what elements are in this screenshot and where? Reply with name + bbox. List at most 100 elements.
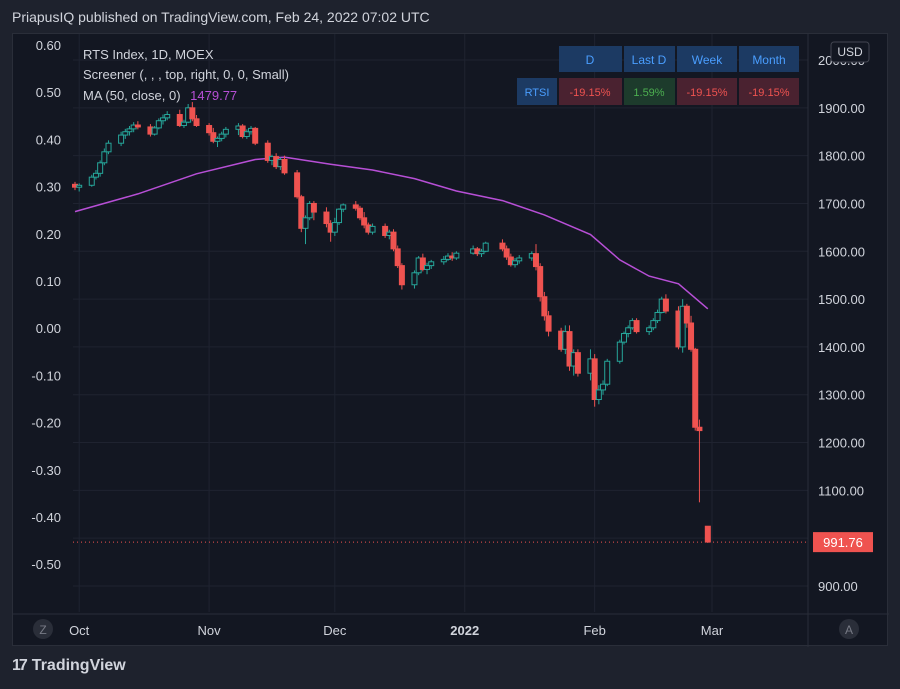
candle-body	[176, 114, 183, 127]
legend-ma: MA (50, close, 0) 1479.77	[83, 88, 237, 103]
candle-body	[193, 118, 200, 127]
tradingview-logo[interactable]: 17 TradingView	[12, 657, 126, 675]
candle-body	[323, 211, 330, 225]
y-left-tick-label: 0.50	[36, 85, 61, 100]
candle-body	[499, 242, 506, 250]
candle-body	[151, 127, 158, 135]
currency-button[interactable]	[830, 41, 870, 63]
legend-ma-label: MA (50, close, 0)	[83, 88, 181, 103]
candle-body	[616, 341, 623, 362]
candle-body	[160, 117, 167, 122]
last-price-label: 991.76	[823, 535, 863, 550]
candle-body	[134, 124, 141, 128]
y-right-tick-label: 1700.00	[818, 196, 865, 211]
screener-row-label-cell	[517, 78, 557, 105]
y-left-tick-label: -0.20	[31, 416, 61, 431]
publish-header: PriapusIQ published on TradingView.com, …	[12, 9, 430, 25]
chart-frame[interactable]: 900.001000.001100.001200.001300.001400.0…	[12, 33, 889, 647]
candle-body	[679, 305, 686, 348]
candle-body	[516, 257, 523, 262]
candle-body	[302, 217, 309, 229]
candle-body	[574, 352, 581, 374]
candle-body	[298, 196, 305, 229]
candle-body	[180, 121, 187, 127]
candle-body	[704, 525, 711, 543]
candle-body	[600, 383, 607, 391]
y-left-tick-label: -0.50	[31, 557, 61, 572]
screener-header-cell	[739, 46, 799, 72]
candle-body	[92, 172, 99, 178]
candle-body	[482, 242, 489, 252]
candle-body	[512, 260, 519, 266]
y-left-tick-label: 0.40	[36, 132, 61, 147]
candle-body	[424, 265, 431, 270]
screener-value-d: -19.15%	[570, 87, 611, 99]
y-left-tick-label: -0.10	[31, 368, 61, 383]
candle-body	[692, 348, 699, 428]
legend-ma-value: 1479.77	[190, 88, 237, 103]
candle-body	[633, 320, 640, 333]
candle-body	[696, 426, 703, 432]
axes: 900.001000.001100.001200.001300.001400.0…	[13, 34, 889, 647]
y-right-tick-label: 1100.00	[818, 483, 864, 498]
screener-value-cell	[559, 78, 622, 105]
y-right-tick-label: 1200.00	[818, 436, 865, 451]
zoom-button[interactable]	[33, 619, 53, 639]
candle-body	[336, 208, 343, 224]
candle-body	[478, 250, 485, 255]
screener-value-week: -19.15%	[687, 87, 728, 99]
x-tick-label: 2022	[450, 623, 479, 638]
candle-body	[361, 217, 368, 226]
tradingview-brand: TradingView	[31, 657, 126, 674]
candle-body	[453, 252, 460, 259]
price-chart[interactable]: 900.001000.001100.001200.001300.001400.0…	[13, 34, 889, 647]
candle-body	[604, 360, 611, 385]
legend-symbol: RTS Index, 1D, MOEX	[83, 47, 214, 62]
last-price-tag	[813, 532, 873, 553]
zoom-button-label: Z	[39, 623, 46, 637]
candle-body	[688, 322, 695, 350]
x-tick-label: Mar	[701, 623, 724, 638]
currency-label: USD	[837, 45, 863, 59]
candle-body	[646, 327, 653, 333]
candle-body	[390, 231, 397, 250]
candle-body	[340, 204, 347, 210]
moving-average-line	[74, 156, 709, 310]
auto-scale-button[interactable]	[839, 619, 859, 639]
candle-body	[126, 128, 133, 133]
y-left-tick-label: -0.40	[31, 510, 61, 525]
candle-body	[97, 162, 104, 174]
screener-value-month: -19.15%	[749, 87, 790, 99]
candle-body	[122, 131, 129, 136]
candle-body	[650, 320, 657, 329]
candle-body	[545, 315, 552, 332]
candle-body	[252, 127, 259, 144]
legend-screener: Screener (, , , top, right, 0, 0, Small)	[83, 67, 289, 82]
candle-body	[210, 132, 217, 142]
candle-body	[76, 184, 83, 188]
candle-body	[88, 176, 95, 186]
screener-header-cell	[624, 46, 675, 72]
candle-body	[394, 248, 401, 267]
candle-body	[625, 327, 632, 335]
x-tick-label: Dec	[323, 623, 347, 638]
candlesticks	[72, 102, 711, 543]
candle-body	[369, 225, 376, 233]
candle-body	[411, 272, 418, 286]
candle-body	[662, 298, 669, 312]
y-left-tick-label: 0.20	[36, 227, 61, 242]
candle-body	[537, 266, 544, 298]
ma-50-line	[74, 156, 709, 310]
candle-body	[683, 305, 690, 324]
candle-body	[189, 107, 196, 120]
screener-table: D Last D Week Month RTSI -19.15% 1.59% -…	[517, 46, 799, 105]
candle-body	[294, 172, 301, 198]
screener-value-cell	[677, 78, 737, 105]
y-right-tick-label: 1900.00	[818, 101, 865, 116]
auto-scale-button-label: A	[845, 623, 853, 637]
y-left-tick-label: 0.00	[36, 321, 61, 336]
y-left-tick-label: 0.60	[36, 38, 61, 53]
candle-body	[264, 142, 271, 161]
candle-body	[105, 142, 112, 153]
candle-body	[620, 333, 627, 343]
